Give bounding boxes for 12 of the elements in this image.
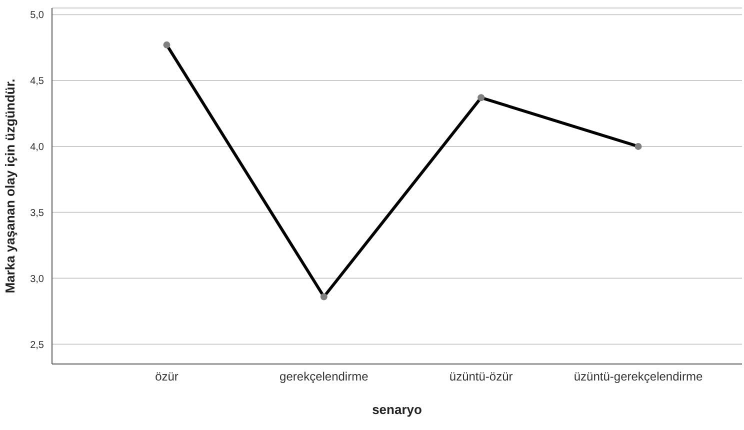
x-axis-title: senaryo [372,402,422,417]
y-axis-title: Marka yaşanan olay için üzgündür. [2,78,18,294]
y-tick-label: 2,5 [30,340,44,351]
x-tick-label: üzüntü-gerekçelendirme [574,370,703,384]
x-tick-label: gerekçelendirme [280,370,369,384]
y-tick-label: 3,5 [30,208,44,219]
y-tick-label: 4,0 [30,142,44,153]
x-tick-label: özür [155,370,178,384]
y-tick-label: 3,0 [30,274,44,285]
y-tick-label: 4,5 [30,76,44,88]
x-tick-label: üzüntü-özür [449,370,513,384]
y-tick-label: 5,0 [30,10,44,22]
